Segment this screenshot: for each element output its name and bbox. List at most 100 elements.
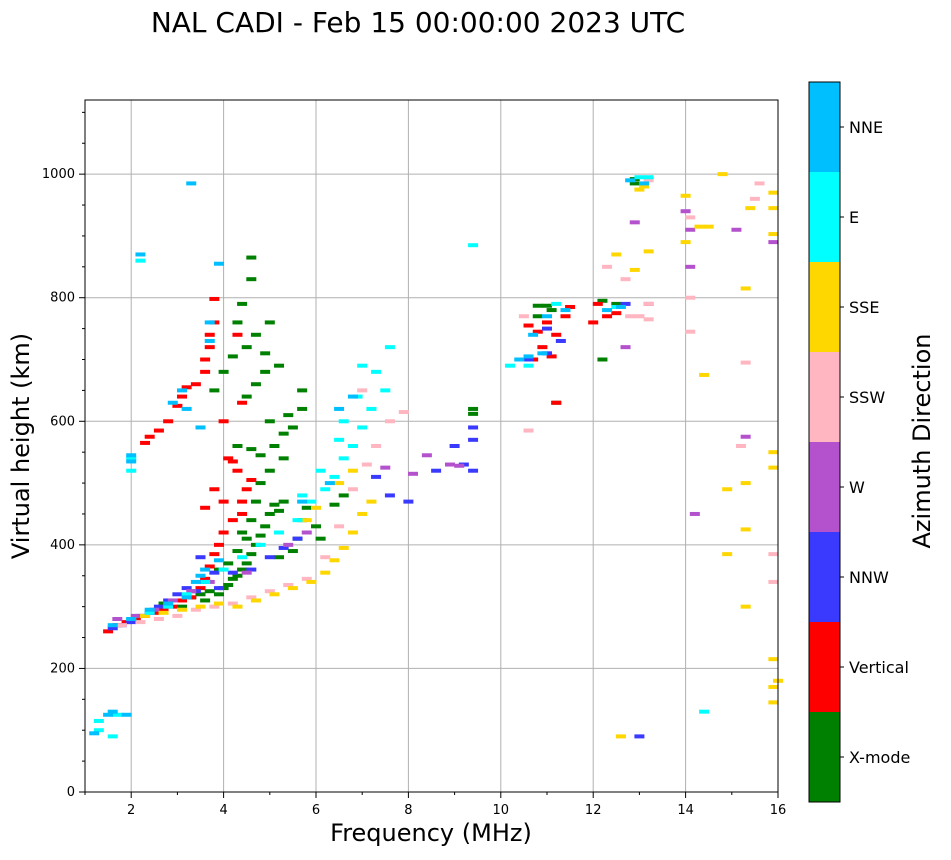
point-x-mode-66 (468, 411, 479, 416)
point-sse-7 (269, 592, 280, 597)
point-nne-7 (163, 601, 174, 606)
x-tick-label: 12 (585, 803, 602, 818)
colorbar-frame (808, 81, 841, 803)
point-e-16 (292, 518, 303, 523)
point-nne-3 (121, 712, 132, 717)
point-x-mode-59 (209, 388, 220, 393)
point-e-19 (329, 474, 340, 479)
point-ssw-18 (357, 388, 368, 393)
point-x-mode-34 (250, 499, 261, 504)
point-e-9 (163, 604, 174, 609)
point-w-11 (421, 453, 432, 458)
point-x-mode-65 (468, 406, 479, 411)
point-ssw-20 (518, 314, 529, 319)
point-sse-6 (250, 598, 261, 603)
point-vertical-52 (565, 304, 576, 309)
point-nnw-14 (227, 570, 238, 575)
point-nnw-0 (107, 626, 118, 631)
point-vertical-48 (537, 345, 548, 350)
point-nnw-12 (195, 555, 206, 560)
point-x-mode-67 (532, 303, 543, 308)
colorbar-segment-w (809, 442, 840, 532)
point-nnw-28 (523, 357, 534, 362)
point-w-20 (680, 209, 691, 214)
point-sse-18 (301, 518, 312, 523)
point-nnw-27 (468, 425, 479, 430)
point-ssw-11 (320, 555, 331, 560)
point-nnw-18 (292, 536, 303, 541)
point-ssw-31 (740, 360, 751, 365)
point-e-34 (505, 363, 516, 368)
point-nne-11 (213, 558, 224, 563)
point-w-19 (689, 511, 700, 516)
colorbar-segment-e (809, 172, 840, 262)
x-tick-label: 8 (404, 803, 412, 818)
point-w-23 (768, 240, 779, 245)
x-tick-label: 16 (770, 803, 787, 818)
point-nne-26 (297, 499, 308, 504)
point-vertical-42 (218, 419, 229, 424)
point-x-mode-8 (223, 583, 234, 588)
point-w-18 (685, 227, 696, 232)
point-vertical-51 (560, 314, 571, 319)
point-sse-16 (334, 481, 345, 486)
point-vertical-25 (232, 468, 243, 473)
point-ssw-5 (209, 604, 220, 609)
point-nne-1 (103, 712, 114, 717)
point-sse-11 (329, 558, 340, 563)
point-ssw-14 (361, 462, 372, 467)
point-nne-24 (334, 406, 345, 411)
point-e-25 (357, 363, 368, 368)
point-vertical-17 (237, 499, 248, 504)
point-x-mode-72 (611, 301, 622, 306)
point-vertical-29 (153, 428, 164, 433)
point-w-14 (620, 345, 631, 350)
point-e-40 (634, 175, 645, 180)
point-sse-39 (768, 700, 779, 705)
point-ssw-27 (602, 264, 613, 269)
point-nnw-26 (468, 437, 479, 442)
point-ssw-19 (523, 428, 534, 433)
point-w-1 (130, 613, 141, 618)
point-x-mode-38 (232, 444, 243, 448)
point-sse-12 (338, 545, 349, 550)
point-ssw-34 (768, 552, 779, 557)
point-e-38 (643, 175, 654, 180)
point-nnw-25 (449, 444, 460, 448)
y-axis-label: Virtual height (km) (7, 333, 35, 559)
point-e-27 (338, 419, 349, 424)
x-axis-ticks: 2 4 6 8 10 12 14 16 (84, 792, 787, 818)
point-x-mode-5 (204, 589, 215, 594)
y-tick-label: 800 (50, 291, 75, 306)
point-e-18 (320, 487, 331, 492)
point-sse-15 (366, 499, 377, 504)
point-x-mode-47 (241, 394, 252, 399)
point-vertical-16 (227, 518, 238, 523)
point-vertical-30 (163, 419, 174, 424)
point-x-mode-42 (278, 431, 289, 436)
point-ssw-12 (334, 524, 345, 529)
point-nnw-30 (555, 338, 566, 343)
point-sse-5 (232, 604, 243, 609)
point-nnw-32 (634, 734, 645, 739)
point-ssw-6 (227, 601, 238, 606)
point-vertical-19 (246, 477, 257, 482)
point-nne-35 (615, 304, 626, 309)
point-x-mode-19 (278, 499, 289, 504)
point-w-13 (454, 463, 465, 468)
point-w-17 (685, 264, 696, 269)
point-sse-29 (703, 224, 714, 229)
point-x-mode-16 (260, 524, 271, 529)
point-e-4 (126, 468, 137, 473)
point-sse-13 (347, 530, 358, 535)
point-sse-22 (629, 267, 640, 272)
point-x-mode-41 (269, 444, 280, 448)
point-vertical-22 (209, 487, 220, 492)
point-ssw-9 (283, 583, 294, 588)
colorbar-label-e: E (849, 208, 859, 227)
point-ssw-10 (301, 576, 312, 581)
point-vertical-6 (158, 607, 169, 612)
point-w-7 (283, 542, 294, 547)
point-x-mode-35 (255, 481, 266, 486)
point-vertical-21 (227, 459, 238, 464)
